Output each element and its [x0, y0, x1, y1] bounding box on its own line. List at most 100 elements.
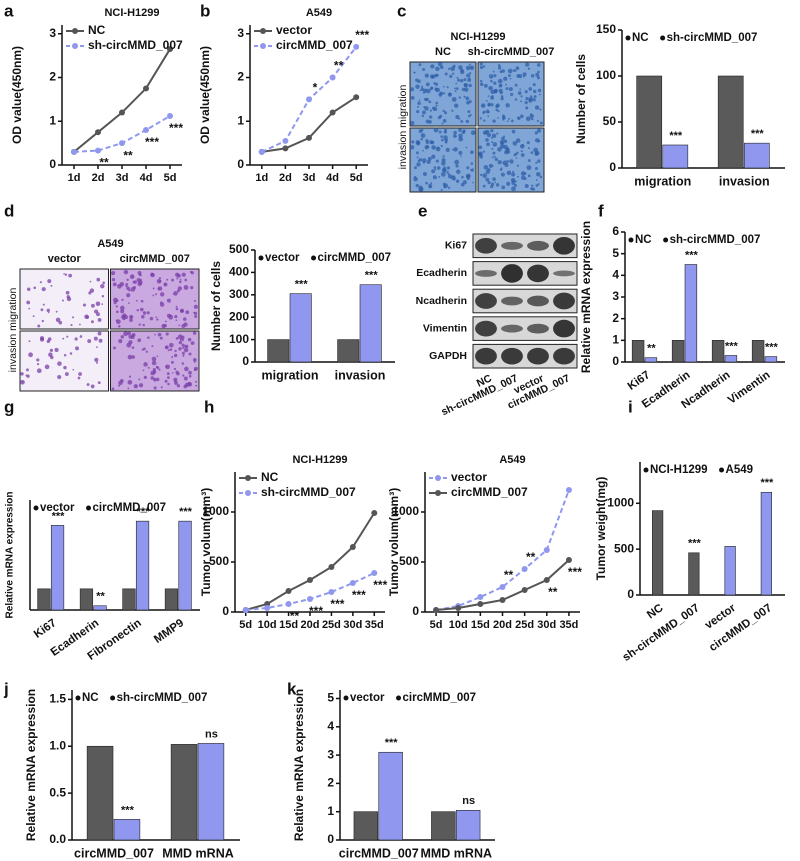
cell-stain [512, 69, 516, 72]
cell-stain [164, 379, 168, 383]
bar [135, 520, 150, 611]
cell-stain [190, 286, 194, 290]
cell-stain [487, 115, 490, 118]
cell-stain [463, 95, 466, 98]
cell-stain [497, 66, 502, 70]
cell-stain [428, 100, 432, 104]
cell-stain [430, 64, 435, 69]
bar [378, 751, 403, 841]
data-point [264, 605, 271, 611]
cell-stain [536, 63, 541, 67]
bar [631, 340, 645, 363]
legend-label: sh-circMMD_007 [667, 32, 758, 44]
cell-stain [183, 376, 188, 381]
cell-stain [440, 188, 443, 192]
cell-stain [470, 162, 474, 165]
legend-marker [75, 695, 81, 701]
column-label: vector [48, 253, 82, 265]
legend-label: NC [82, 692, 99, 704]
cell-stain [102, 281, 105, 285]
cell-stain [455, 87, 459, 90]
y-axis-label: Relative mRNA expression [5, 492, 16, 619]
cell-stain [497, 110, 500, 113]
y-tick-label: 5 [612, 246, 619, 260]
cell-stain [174, 381, 178, 385]
cell-stain [492, 97, 494, 100]
cell-stain [415, 183, 419, 188]
cell-stain [512, 141, 518, 146]
column-label: circMMD_007 [120, 253, 190, 265]
y-tick-label: 0 [412, 604, 419, 618]
x-tick-label: 2d [92, 172, 105, 184]
cell-stain [421, 110, 426, 115]
cell-stain [188, 374, 192, 378]
cell-stain [115, 305, 118, 308]
cell-stain [491, 156, 494, 159]
cell-stain [72, 316, 75, 319]
cell-stain [520, 150, 523, 153]
cell-stain [171, 278, 174, 282]
cell-stain [525, 106, 529, 110]
cell-stain [413, 71, 416, 74]
chart-title: A549 [306, 7, 332, 19]
cell-stain [89, 288, 95, 293]
blot-band [475, 269, 497, 277]
cell-stain [425, 82, 430, 87]
cell-stain [478, 145, 483, 150]
cell-stain [460, 120, 464, 123]
cell-stain [136, 299, 138, 302]
cell-stain [118, 339, 123, 344]
cell-stain [82, 303, 87, 307]
cell-stain [511, 129, 516, 134]
cell-stain [509, 159, 514, 164]
cell-stain [501, 69, 506, 73]
cell-stain [456, 76, 459, 79]
cell-stain [115, 299, 119, 303]
blot-strip [472, 343, 578, 369]
cell-stain [164, 320, 167, 323]
cell-stain [506, 181, 511, 186]
cell-stain [438, 175, 441, 178]
cell-stain [508, 87, 513, 92]
x-tick-label: 25d [515, 619, 534, 631]
cell-stain [517, 91, 522, 95]
cell-stain [441, 158, 446, 163]
data-point [282, 137, 289, 144]
cell-stain [500, 141, 504, 145]
cell-stain [506, 160, 509, 163]
cell-stain [54, 347, 59, 353]
cell-stain [88, 291, 92, 295]
bar [50, 525, 65, 611]
panel-letter: b [200, 1, 210, 20]
cell-stain [482, 110, 486, 114]
cell-stain [520, 153, 525, 157]
panel-letter: j [3, 679, 9, 698]
cell-stain [183, 285, 189, 290]
cell-stain [434, 168, 437, 171]
cell-stain [463, 78, 467, 82]
cell-stain [525, 116, 531, 122]
cell-stain [490, 129, 494, 133]
y-tick-label: 0 [222, 604, 229, 618]
cell-stain [156, 355, 159, 358]
bar [37, 588, 51, 611]
cell-stain [450, 66, 456, 72]
cell-stain [491, 141, 494, 144]
cell-stain [36, 358, 40, 362]
cell-stain [527, 147, 530, 150]
y-tick-label: 1 [327, 804, 334, 818]
cell-stain [167, 382, 170, 386]
cell-stain [497, 147, 502, 152]
cell-stain [481, 104, 484, 108]
cell-stain [166, 376, 170, 380]
x-tick-label: 5d [239, 619, 252, 631]
cell-stain [438, 130, 442, 134]
significance: *** [760, 477, 774, 489]
cell-stain [455, 164, 459, 168]
cell-stain [426, 159, 431, 165]
cell-stain [435, 101, 439, 105]
legend-label: circMMD_007 [318, 252, 392, 264]
cell-stain [192, 331, 197, 335]
cell-stain [502, 116, 506, 120]
cell-stain [425, 141, 429, 145]
